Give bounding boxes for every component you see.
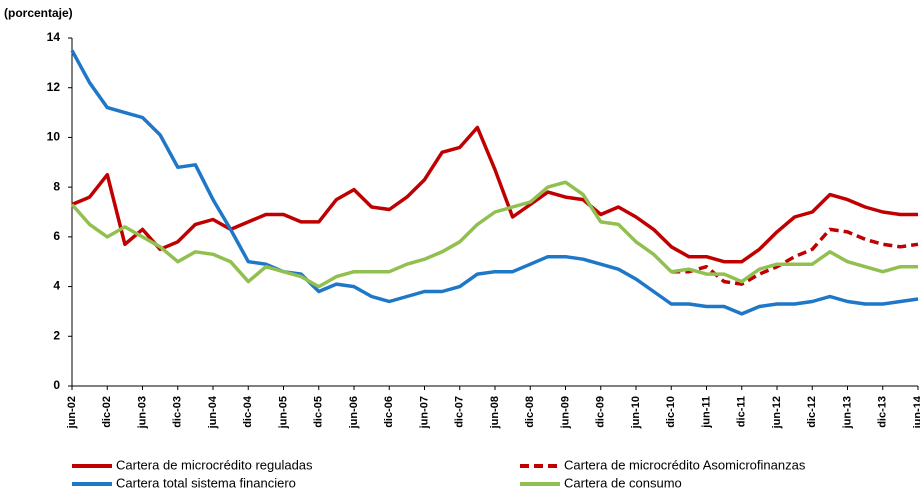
y-tick-label: 10 [47, 130, 61, 144]
x-tick-label: jun-10 [630, 396, 642, 429]
x-tick-label: dic-08 [524, 396, 536, 428]
x-tick-label: dic-10 [665, 396, 677, 428]
x-tick-label: dic-03 [172, 396, 184, 428]
y-tick-label: 8 [53, 179, 60, 193]
series-line [671, 227, 919, 286]
legend-label: Cartera de microcrédito reguladas [116, 457, 313, 472]
x-tick-label: jun-12 [771, 396, 783, 429]
x-tick-label: jun-03 [136, 396, 148, 429]
y-tick-label: 6 [53, 229, 60, 243]
y-tick-label: 0 [53, 378, 60, 392]
x-tick-label: jun-05 [277, 396, 289, 429]
x-tick-label: jun-07 [418, 396, 430, 429]
y-tick-label: 12 [47, 80, 61, 94]
x-tick-label: dic-04 [242, 395, 254, 428]
x-tick-label: dic-09 [595, 396, 607, 428]
y-tick-label: 14 [47, 30, 61, 44]
x-tick-label: dic-02 [101, 396, 113, 428]
legend-label: Cartera de microcrédito Asomicrofinanzas [564, 457, 806, 472]
y-tick-label: 4 [53, 279, 60, 293]
x-tick-label: dic-11 [736, 396, 748, 427]
x-tick-label: jun-11 [700, 396, 712, 429]
x-tick-label: jun-04 [207, 395, 219, 429]
y-tick-label: 2 [53, 328, 60, 342]
x-tick-label: dic-12 [806, 396, 818, 428]
series-line [70, 49, 919, 316]
x-tick-label: jun-08 [489, 396, 501, 429]
x-tick-label: jun-06 [348, 396, 360, 429]
series-line [71, 125, 918, 264]
x-tick-label: jun-13 [841, 396, 853, 429]
x-tick-label: jun-09 [559, 396, 571, 429]
x-tick-label: dic-06 [383, 396, 395, 428]
x-tick-label: jun-02 [66, 396, 78, 429]
y-axis-label: (porcentaje) [4, 6, 73, 20]
x-tick-label: dic-13 [877, 396, 889, 428]
legend-label: Cartera total sistema financiero [116, 475, 296, 490]
x-tick-label: dic-07 [454, 396, 466, 428]
x-tick-label: dic-05 [313, 396, 325, 428]
legend-label: Cartera de consumo [564, 475, 682, 490]
x-tick-label: jun-14 [912, 395, 920, 429]
series-line [70, 180, 918, 289]
